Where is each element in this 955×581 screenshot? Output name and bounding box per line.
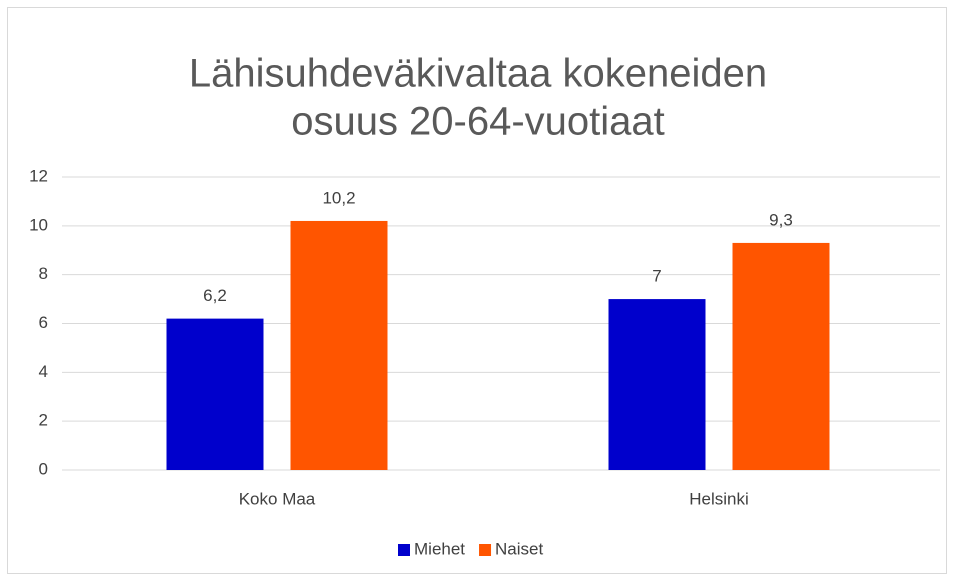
- y-tick-label: 2: [39, 411, 48, 430]
- bar: [608, 299, 706, 470]
- legend-swatch: [398, 544, 410, 556]
- value-label: 9,3: [769, 210, 793, 229]
- y-tick-label: 10: [29, 215, 48, 234]
- y-tick-label: 4: [39, 362, 48, 381]
- y-tick-label: 12: [29, 166, 48, 185]
- legend-label: Naiset: [495, 539, 543, 558]
- y-tick-label: 8: [39, 264, 48, 283]
- y-tick-label: 0: [39, 459, 48, 478]
- bar: [166, 318, 264, 470]
- legend-swatch: [479, 544, 492, 556]
- value-label: 7: [652, 267, 661, 286]
- legend-label: Miehet: [414, 539, 465, 558]
- x-tick-label: Koko Maa: [239, 489, 316, 508]
- chart-title: osuus 20-64-vuotiaat: [291, 100, 665, 144]
- chart-title: Lähisuhdeväkivaltaa kokeneiden: [189, 52, 767, 96]
- bar: [732, 242, 830, 470]
- bar: [290, 220, 388, 470]
- value-label: 10,2: [322, 188, 355, 207]
- x-tick-label: Helsinki: [689, 489, 749, 508]
- y-tick-label: 6: [39, 313, 48, 332]
- value-label: 6,2: [203, 286, 227, 305]
